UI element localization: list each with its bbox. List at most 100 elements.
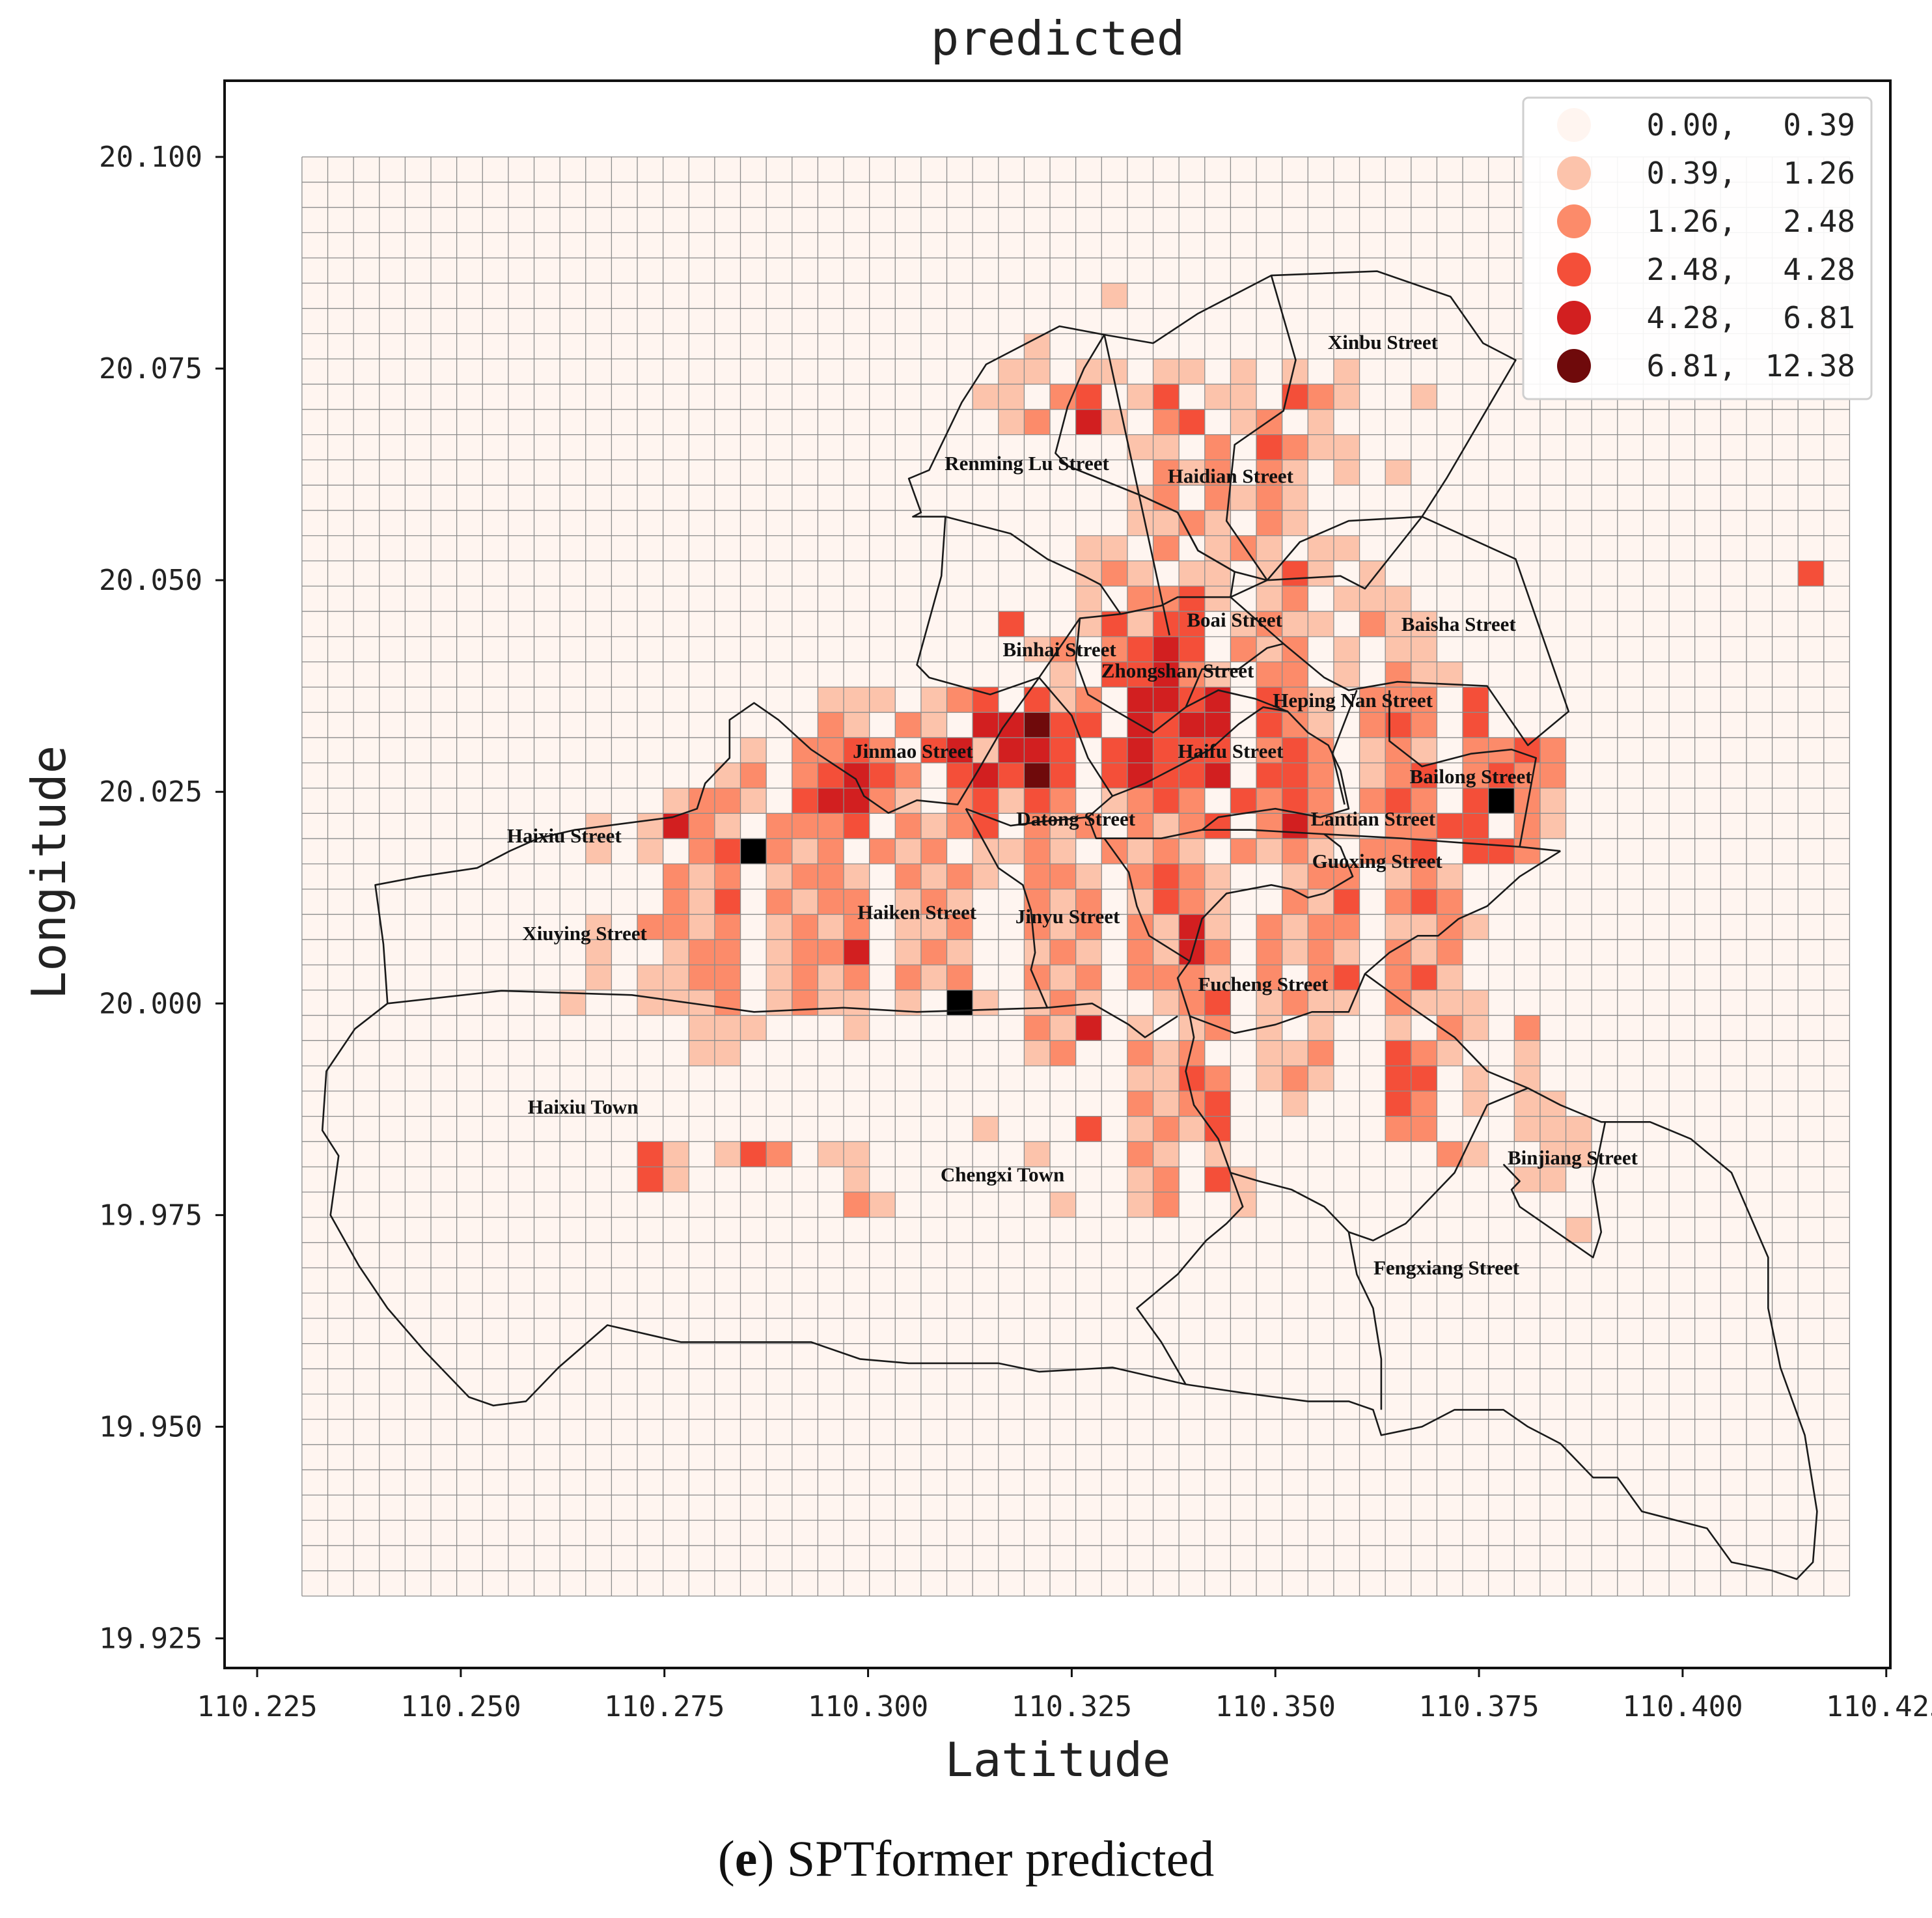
heat-cell [1179, 762, 1205, 788]
heat-cell [1333, 964, 1360, 990]
heat-cell [1204, 384, 1231, 410]
heat-cell [1333, 460, 1360, 486]
district-label: Jinyu Street [1015, 905, 1120, 928]
district-boundary [1230, 516, 1569, 746]
heat-cell [1075, 409, 1102, 435]
heat-cell [1282, 460, 1308, 486]
heat-cell [818, 1141, 844, 1167]
heat-cell [1230, 1191, 1257, 1217]
heat-cell [946, 964, 973, 990]
district-boundary [965, 676, 1114, 827]
heat-cell [1385, 889, 1411, 915]
heat-cell [1539, 813, 1566, 839]
heat-cell [973, 813, 999, 839]
heat-cell [1179, 359, 1205, 385]
heat-cell [920, 964, 947, 990]
heat-cell [998, 359, 1025, 385]
heat-cell [714, 788, 741, 814]
heat-cell [740, 737, 767, 763]
heat-cell [1463, 813, 1489, 839]
heat-cell [1411, 384, 1437, 410]
heat-cell [1024, 687, 1051, 713]
district-label: Baisha Street [1401, 613, 1517, 635]
heat-cell [1333, 939, 1360, 965]
heat-cell [1204, 434, 1231, 460]
x-axis-ticks: 110.225 110.250 110.275 110.300 110.325 110.3… [197, 1668, 1932, 1723]
heat-cell [1050, 1040, 1076, 1066]
heat-cell [1204, 990, 1231, 1016]
heat-cell [1179, 611, 1205, 637]
heat-cell [818, 939, 844, 965]
heat-cell [946, 863, 973, 889]
heat-cell [844, 990, 870, 1016]
legend: 0.00, 0.39 0.39, 1.26 1.26, 2.48 2.48, 4.28 4.28… [1522, 96, 1873, 400]
y-tick-label: 20.050 [99, 564, 202, 597]
heat-cell [895, 813, 921, 839]
district-boundary [374, 676, 1040, 1004]
heat-cell [1050, 762, 1076, 788]
district-boundary [1185, 689, 1288, 712]
heat-cell [1127, 788, 1153, 814]
heat-cell [1411, 737, 1437, 763]
heat-cell [1333, 384, 1360, 410]
heat-cell [1333, 535, 1360, 561]
heat-cell [1204, 762, 1231, 788]
heat-cell [740, 762, 767, 788]
heat-cell [1256, 661, 1282, 688]
heat-cell [1075, 535, 1102, 561]
heat-cell [689, 1040, 715, 1066]
district-boundary [1502, 1122, 1607, 1258]
heat-cell [1179, 712, 1205, 738]
district-label: Fucheng Street [1198, 973, 1329, 995]
heat-cell [1127, 1091, 1153, 1117]
heat-cell [1127, 737, 1153, 763]
heat-cell [1539, 1167, 1566, 1192]
district-boundary [907, 325, 1235, 615]
heat-cell [1075, 863, 1102, 889]
heat-cell [818, 889, 844, 915]
y-tick-label: 19.925 [99, 1622, 202, 1655]
heat-cell [1050, 1191, 1076, 1217]
heat-cell [1308, 434, 1334, 460]
heat-cell [792, 889, 818, 915]
heat-cell [1514, 839, 1540, 864]
heat-cell [1333, 434, 1360, 460]
heat-cell [1411, 1116, 1437, 1142]
district-boundary [1136, 1016, 1244, 1385]
district-boundary [1176, 833, 1561, 1035]
heat-cell [1308, 788, 1334, 814]
heat-cell [1411, 611, 1437, 637]
heat-cell [1024, 813, 1051, 839]
heat-cell [844, 737, 870, 763]
x-tick-label: 110.325 [1012, 1690, 1132, 1723]
heat-cell [714, 813, 741, 839]
heat-cell [1127, 1040, 1153, 1066]
heat-cell [1514, 1091, 1540, 1117]
caption-letter: e [734, 1830, 758, 1887]
chart-title: predicted [931, 11, 1185, 66]
heat-cell [1153, 510, 1180, 536]
district-boundary [1087, 816, 1561, 852]
heat-cell [1256, 409, 1282, 435]
district-boundary [1112, 706, 1350, 831]
heat-cell [1308, 712, 1334, 738]
heat-cell [1411, 839, 1437, 864]
heat-cell [792, 737, 818, 763]
heat-cell [1411, 1040, 1437, 1066]
grid-lines [301, 156, 1851, 1597]
heat-cell [1411, 990, 1437, 1016]
legend-low: 2.48, [1647, 252, 1737, 287]
heat-cell [1308, 762, 1334, 788]
heat-cell [792, 863, 818, 889]
heat-cell [973, 1116, 999, 1142]
district-label: Haidian Street [1168, 465, 1294, 488]
heat-cell [844, 1141, 870, 1167]
heat-cell [1075, 914, 1102, 940]
heat-cell [1179, 586, 1205, 612]
heat-cell [1282, 914, 1308, 940]
heat-cell [1101, 283, 1127, 309]
heat-cell [1488, 762, 1515, 788]
heat-cell [1050, 1015, 1076, 1041]
heat-cell [1179, 889, 1205, 915]
heat-cell [792, 839, 818, 864]
